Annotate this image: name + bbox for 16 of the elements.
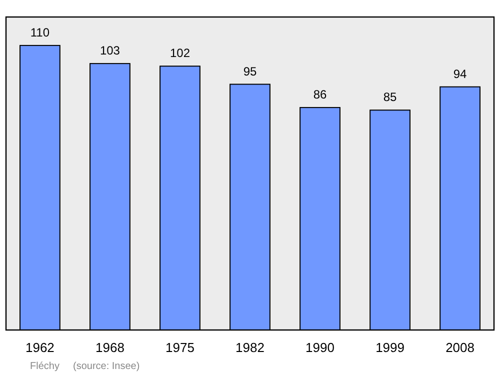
data-label: 95 [243,64,257,78]
x-tick-label: 1975 [166,340,194,355]
x-tick-label: 1982 [236,340,264,355]
text: (source: Insee) [73,361,140,372]
x-tick-label: 1962 [25,340,54,355]
data-label: 102 [170,46,190,60]
x-tick-label: 1990 [306,340,334,355]
text: Fléchy [30,361,60,372]
x-tick-label: 1999 [376,340,404,355]
data-label: 85 [383,90,398,104]
data-label: 103 [100,44,120,58]
data-label: 110 [30,25,50,40]
x-tick-label: 1968 [96,340,124,355]
data-label: 94 [453,66,468,81]
x-tick-label: 2008 [446,340,475,355]
data-label: 86 [313,88,328,102]
